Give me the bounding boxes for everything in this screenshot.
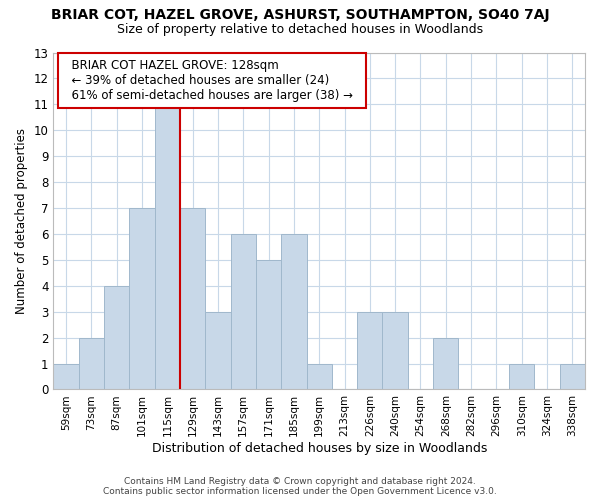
Text: BRIAR COT HAZEL GROVE: 128sqm
  ← 39% of detached houses are smaller (24)
  61% : BRIAR COT HAZEL GROVE: 128sqm ← 39% of d… [64, 59, 361, 102]
Text: Contains HM Land Registry data © Crown copyright and database right 2024.
Contai: Contains HM Land Registry data © Crown c… [103, 476, 497, 496]
X-axis label: Distribution of detached houses by size in Woodlands: Distribution of detached houses by size … [152, 442, 487, 455]
Bar [230, 234, 256, 390]
Bar [357, 312, 382, 390]
Bar [104, 286, 130, 390]
Bar [509, 364, 535, 390]
Text: Size of property relative to detached houses in Woodlands: Size of property relative to detached ho… [117, 22, 483, 36]
Y-axis label: Number of detached properties: Number of detached properties [15, 128, 28, 314]
Bar [382, 312, 408, 390]
Bar [53, 364, 79, 390]
Text: BRIAR COT, HAZEL GROVE, ASHURST, SOUTHAMPTON, SO40 7AJ: BRIAR COT, HAZEL GROVE, ASHURST, SOUTHAM… [50, 8, 550, 22]
Bar [433, 338, 458, 390]
Bar [130, 208, 155, 390]
Bar [256, 260, 281, 390]
Bar [205, 312, 230, 390]
Bar [560, 364, 585, 390]
Bar [155, 104, 180, 390]
Bar [180, 208, 205, 390]
Bar [307, 364, 332, 390]
Bar [281, 234, 307, 390]
Bar [79, 338, 104, 390]
